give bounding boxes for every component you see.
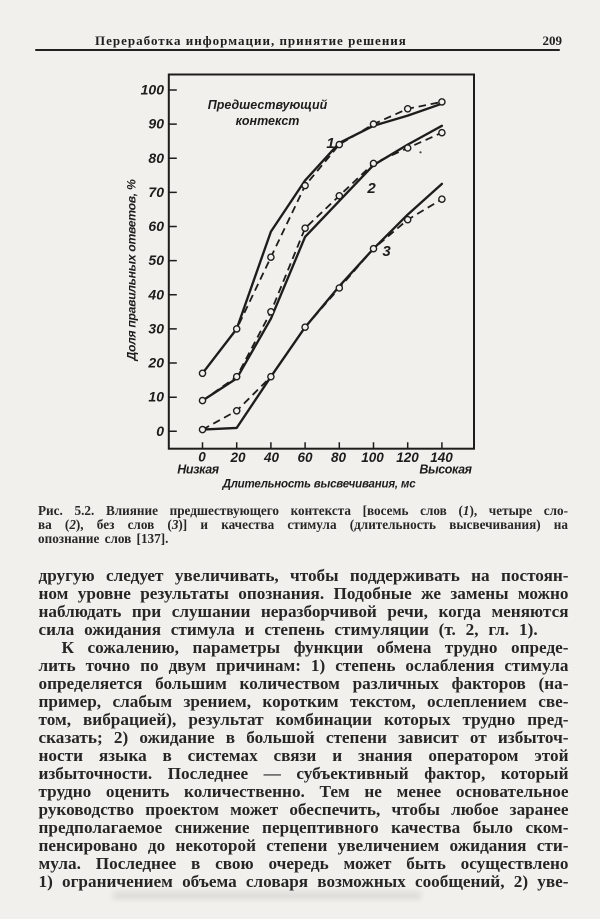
- svg-text:Предшествующий: Предшествующий: [208, 98, 328, 112]
- svg-text:контекст: контекст: [236, 114, 300, 128]
- svg-text:50: 50: [148, 252, 164, 268]
- svg-text:Высокая: Высокая: [419, 463, 472, 477]
- svg-text:3: 3: [382, 243, 391, 260]
- svg-text:100: 100: [361, 450, 384, 465]
- svg-text:40: 40: [263, 450, 280, 465]
- svg-text:1: 1: [326, 135, 334, 152]
- svg-text:100: 100: [141, 82, 165, 98]
- svg-text:0: 0: [198, 450, 206, 465]
- svg-text:60: 60: [148, 218, 164, 234]
- svg-text:20: 20: [147, 355, 164, 371]
- svg-text:40: 40: [147, 286, 164, 302]
- svg-text:10: 10: [148, 389, 164, 405]
- svg-text:Длительность высвечивания, мс: Длительность высвечивания, мс: [222, 479, 417, 491]
- svg-text:80: 80: [331, 450, 347, 465]
- svg-text:2: 2: [366, 180, 376, 197]
- svg-text:30: 30: [148, 320, 164, 336]
- svg-text:20: 20: [229, 450, 246, 465]
- svg-text:140: 140: [430, 450, 453, 465]
- svg-text:60: 60: [297, 450, 313, 465]
- svg-text:120: 120: [396, 450, 419, 465]
- svg-text:80: 80: [148, 150, 164, 166]
- svg-text:90: 90: [148, 116, 164, 132]
- svg-text:Доля правильных ответов, %: Доля правильных ответов, %: [125, 179, 139, 361]
- svg-text:Низкая: Низкая: [177, 463, 219, 477]
- svg-text:70: 70: [148, 184, 164, 200]
- svg-text:0: 0: [156, 423, 164, 439]
